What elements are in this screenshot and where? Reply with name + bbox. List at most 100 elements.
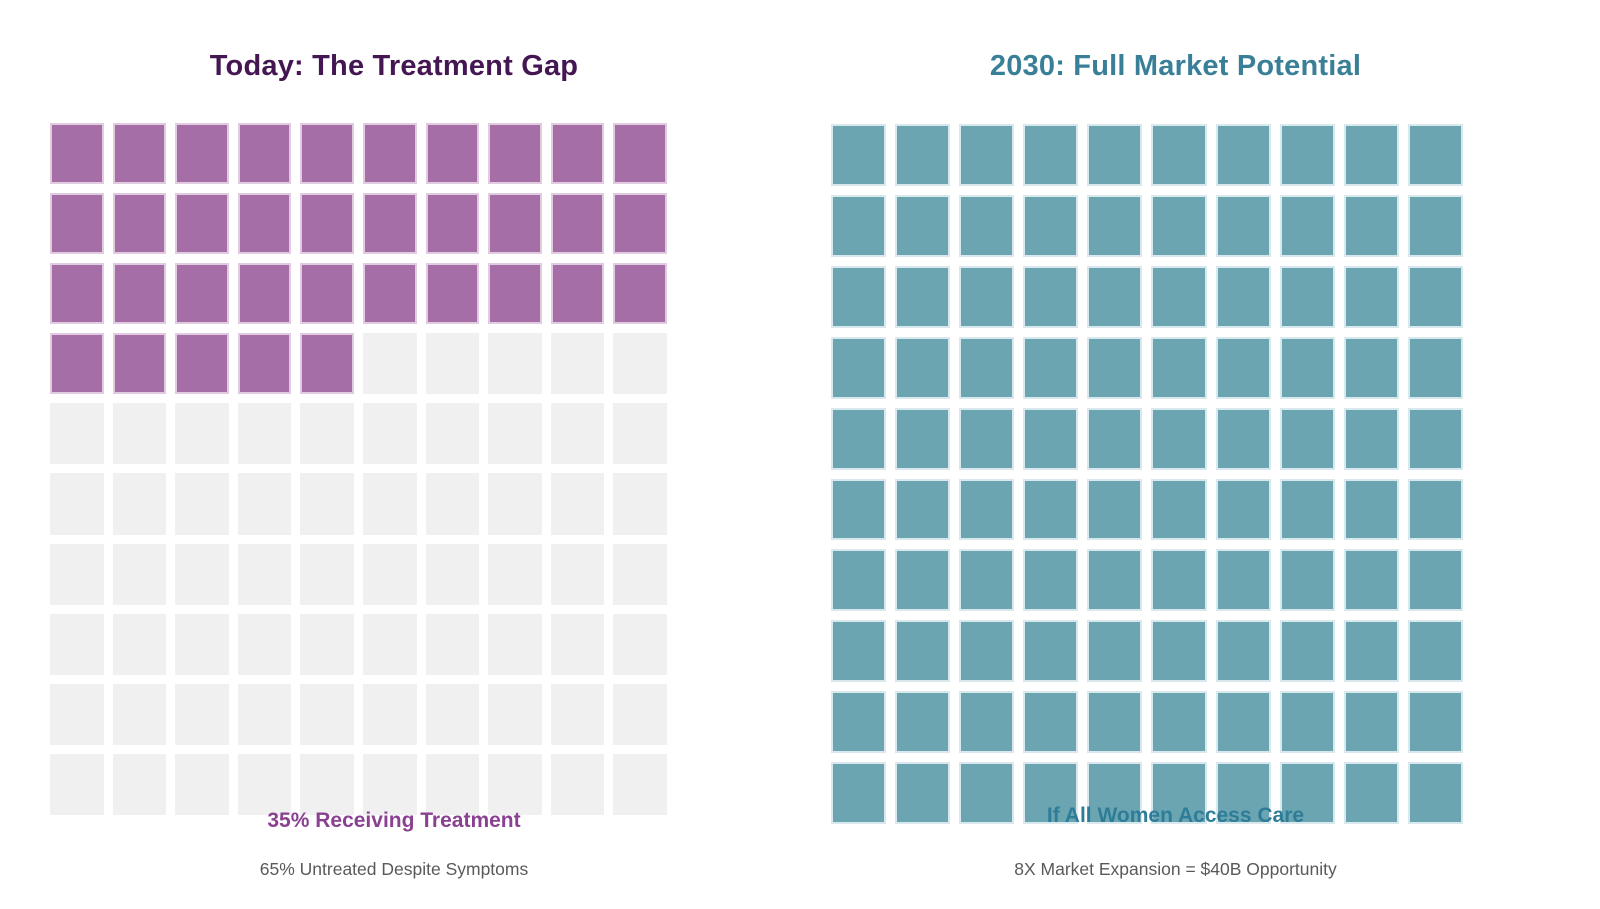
waffle-grid-treatment-gap (50, 123, 667, 815)
waffle-cell-empty (550, 753, 605, 815)
waffle-cell-filled (831, 549, 887, 612)
waffle-cell-filled (300, 263, 354, 325)
waffle-cell-filled (1215, 265, 1271, 328)
waffle-cell-empty (237, 473, 292, 535)
waffle-cell-empty (488, 543, 542, 605)
waffle-cell-empty (50, 403, 104, 465)
waffle-cell-filled (1407, 124, 1463, 186)
waffle-cell-empty (50, 683, 104, 745)
waffle-cell-empty (112, 543, 167, 605)
waffle-cell-filled (895, 336, 951, 399)
waffle-cell-empty (237, 753, 292, 815)
waffle-cell-filled (613, 123, 667, 185)
waffle-cell-filled (1407, 691, 1463, 754)
left-chart-caption: 35% Receiving Treatment (267, 809, 521, 832)
waffle-cell-filled (112, 333, 167, 395)
waffle-cell-filled (1023, 265, 1079, 328)
waffle-cell-filled (1343, 478, 1399, 541)
waffle-cell-filled (1343, 265, 1399, 328)
waffle-cell-empty (175, 473, 229, 535)
waffle-cell-filled (1087, 691, 1143, 754)
waffle-cell-filled (1215, 478, 1271, 541)
waffle-cell-empty (300, 683, 354, 745)
waffle-cell-filled (1151, 194, 1207, 257)
waffle-cell-empty (425, 473, 480, 535)
waffle-cell-empty (488, 333, 542, 395)
waffle-cell-empty (300, 473, 354, 535)
waffle-cell-filled (1023, 478, 1079, 541)
waffle-cell-empty (550, 613, 605, 675)
waffle-cell-empty (488, 683, 542, 745)
waffle-cell-empty (237, 403, 292, 465)
waffle-cell-filled (1279, 478, 1335, 541)
waffle-cell-filled (1151, 478, 1207, 541)
waffle-cell-filled (1151, 336, 1207, 399)
waffle-cell-empty (425, 333, 480, 395)
waffle-cell-filled (831, 620, 887, 683)
waffle-cell-filled (831, 407, 887, 470)
waffle-cell-filled (831, 265, 887, 328)
waffle-cell-empty (112, 753, 167, 815)
waffle-cell-empty (237, 683, 292, 745)
waffle-cell-filled (895, 478, 951, 541)
waffle-cell-filled (1215, 691, 1271, 754)
waffle-cell-filled (831, 478, 887, 541)
waffle-cell-empty (362, 543, 417, 605)
waffle-cell-filled (1151, 620, 1207, 683)
waffle-cell-filled (1343, 549, 1399, 612)
right-chart-caption: If All Women Access Care (1046, 804, 1305, 827)
waffle-cell-filled (175, 333, 229, 395)
waffle-cell-empty (300, 753, 354, 815)
waffle-cell-filled (488, 263, 542, 325)
waffle-cell-filled (959, 407, 1015, 470)
waffle-cell-filled (1087, 124, 1143, 186)
panel-treatment-gap: Today: The Treatment Gap 35% Receiving T… (0, 0, 788, 909)
right-chart-title: 2030: Full Market Potential (989, 50, 1362, 82)
waffle-cell-filled (362, 193, 417, 255)
waffle-cell-empty (488, 613, 542, 675)
waffle-cell-empty (488, 473, 542, 535)
waffle-cell-filled (550, 123, 605, 185)
waffle-cell-filled (1215, 194, 1271, 257)
waffle-cell-filled (895, 124, 951, 186)
waffle-cell-filled (237, 123, 292, 185)
waffle-cell-filled (1215, 407, 1271, 470)
waffle-cell-filled (1343, 407, 1399, 470)
waffle-cell-filled (831, 336, 887, 399)
waffle-cell-empty (300, 613, 354, 675)
waffle-cell-empty (425, 753, 480, 815)
panel-market-potential: 2030: Full Market Potential If All Women… (788, 0, 1563, 909)
waffle-cell-filled (895, 691, 951, 754)
waffle-cell-filled (1023, 549, 1079, 612)
waffle-cell-filled (1407, 762, 1463, 824)
waffle-cell-filled (1023, 124, 1079, 186)
waffle-cell-empty (425, 403, 480, 465)
waffle-cell-filled (1279, 194, 1335, 257)
waffle-cell-filled (1407, 478, 1463, 541)
waffle-cell-empty (112, 613, 167, 675)
left-chart-title: Today: The Treatment Gap (209, 50, 579, 82)
waffle-cell-filled (831, 691, 887, 754)
waffle-cell-filled (613, 193, 667, 255)
waffle-cell-filled (1215, 549, 1271, 612)
waffle-cell-empty (112, 473, 167, 535)
waffle-cell-filled (959, 691, 1015, 754)
waffle-cell-filled (1023, 194, 1079, 257)
waffle-cell-filled (1343, 691, 1399, 754)
waffle-cell-empty (50, 753, 104, 815)
waffle-cell-empty (613, 753, 667, 815)
waffle-cell-filled (959, 194, 1015, 257)
waffle-cell-empty (175, 403, 229, 465)
waffle-cell-filled (1407, 549, 1463, 612)
waffle-cell-filled (1023, 620, 1079, 683)
waffle-cell-empty (175, 543, 229, 605)
waffle-cell-empty (300, 543, 354, 605)
waffle-cell-filled (550, 193, 605, 255)
waffle-cell-filled (1279, 407, 1335, 470)
waffle-cell-empty (613, 613, 667, 675)
waffle-cell-filled (362, 123, 417, 185)
waffle-cell-empty (362, 683, 417, 745)
waffle-cell-filled (1023, 407, 1079, 470)
waffle-cell-filled (1215, 336, 1271, 399)
waffle-cell-filled (112, 123, 167, 185)
